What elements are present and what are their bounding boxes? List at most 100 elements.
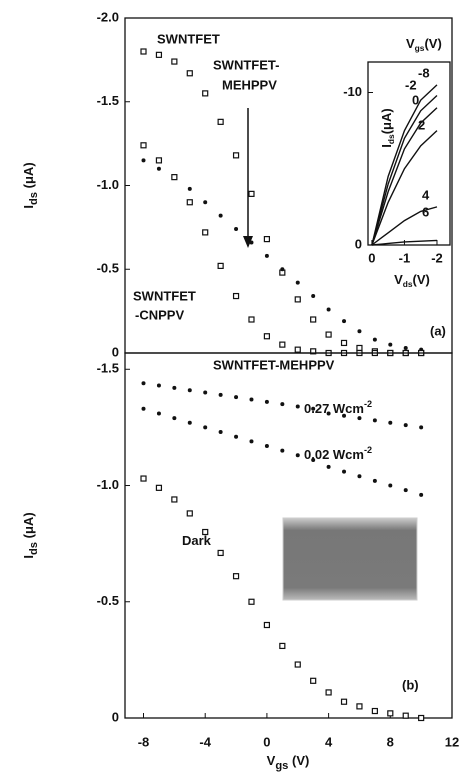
point bbox=[248, 190, 255, 197]
point bbox=[342, 413, 347, 418]
curve-label: -8 bbox=[418, 65, 430, 80]
point bbox=[357, 329, 362, 334]
point bbox=[387, 710, 394, 717]
point bbox=[402, 712, 409, 719]
point bbox=[263, 621, 271, 629]
point bbox=[357, 416, 362, 421]
point bbox=[156, 383, 161, 388]
point bbox=[155, 51, 163, 58]
curve bbox=[371, 95, 438, 246]
x-axis-label-main: V bbox=[267, 753, 276, 768]
series-label: 0.02 Wcm-2 bbox=[304, 445, 372, 462]
y-axis-label-unit: (μA) bbox=[21, 512, 36, 542]
point bbox=[295, 404, 300, 409]
point bbox=[311, 294, 316, 299]
point bbox=[187, 186, 192, 191]
point bbox=[294, 661, 301, 668]
x-tick-label: 8 bbox=[387, 734, 394, 749]
point bbox=[326, 411, 331, 416]
curve-label: 0 bbox=[412, 92, 419, 107]
point bbox=[280, 267, 285, 272]
point bbox=[217, 549, 224, 557]
point bbox=[156, 166, 161, 171]
point bbox=[264, 253, 269, 258]
x-axis-label-sub: ds bbox=[403, 279, 413, 289]
y-tick-label: 0 bbox=[112, 709, 119, 724]
arrow-head bbox=[243, 236, 253, 248]
point bbox=[279, 341, 286, 348]
point bbox=[388, 420, 393, 425]
point bbox=[294, 346, 301, 353]
point bbox=[279, 642, 286, 650]
point bbox=[202, 528, 209, 536]
point bbox=[232, 292, 240, 300]
y-axis-label-main: I bbox=[21, 205, 36, 209]
point bbox=[295, 453, 300, 458]
plot-frame bbox=[124, 352, 453, 719]
point bbox=[218, 430, 223, 435]
point bbox=[140, 142, 147, 149]
legend-title: Vgs(V) bbox=[406, 36, 442, 53]
point bbox=[419, 492, 424, 497]
legend-title-unit: (V) bbox=[424, 36, 441, 51]
point bbox=[141, 406, 146, 411]
x-tick-label: -1 bbox=[399, 250, 411, 265]
point bbox=[388, 483, 393, 488]
x-axis-label-unit: (V) bbox=[413, 272, 430, 287]
device-photo bbox=[282, 517, 418, 601]
point bbox=[357, 474, 362, 479]
annotation: SWNTFET bbox=[133, 288, 196, 303]
point bbox=[218, 213, 223, 218]
point bbox=[372, 337, 377, 342]
point bbox=[403, 345, 408, 350]
point bbox=[311, 457, 316, 462]
point bbox=[141, 158, 146, 163]
point bbox=[264, 443, 269, 448]
point bbox=[311, 406, 316, 411]
x-tick-label: -2 bbox=[431, 250, 443, 265]
point bbox=[264, 399, 269, 404]
point bbox=[326, 307, 331, 312]
point bbox=[342, 319, 347, 324]
point bbox=[248, 598, 255, 605]
point bbox=[294, 296, 301, 303]
point bbox=[325, 689, 332, 696]
point bbox=[310, 677, 317, 684]
y-tick-label: -1.5 bbox=[97, 361, 119, 376]
plot-frame bbox=[367, 61, 451, 246]
point bbox=[171, 496, 178, 503]
series-label-text: 0.27 Wcm bbox=[304, 401, 364, 416]
point bbox=[295, 280, 300, 285]
x-axis-label-main: V bbox=[394, 272, 403, 287]
y-axis-label-main: I bbox=[21, 555, 36, 559]
x-tick-label: 4 bbox=[325, 734, 333, 749]
point bbox=[249, 439, 254, 444]
point bbox=[203, 390, 208, 395]
y-axis-label-unit: (μA) bbox=[379, 108, 394, 134]
y-axis-label-sub: ds bbox=[386, 134, 396, 144]
point bbox=[372, 478, 377, 483]
point bbox=[232, 152, 240, 159]
point bbox=[217, 118, 224, 125]
point bbox=[140, 475, 147, 482]
point bbox=[234, 395, 239, 400]
panel-label: (b) bbox=[402, 677, 419, 692]
y-axis-label-sub: ds bbox=[28, 542, 40, 555]
curve-label: 4 bbox=[422, 187, 430, 202]
point bbox=[310, 316, 317, 323]
point bbox=[172, 416, 177, 421]
point bbox=[340, 698, 348, 705]
legend-title-main: V bbox=[406, 36, 415, 51]
y-tick-label: -10 bbox=[343, 84, 362, 99]
y-tick-label: -2.0 bbox=[97, 9, 119, 24]
point bbox=[203, 425, 208, 430]
y-axis-label: Ids (μA) bbox=[21, 512, 40, 558]
annotation: (a) bbox=[430, 323, 446, 338]
x-axis-label: Vds(V) bbox=[394, 272, 430, 289]
point bbox=[187, 388, 192, 393]
point bbox=[371, 707, 378, 715]
point bbox=[356, 703, 363, 710]
point bbox=[234, 434, 239, 439]
y-tick-label: -0.5 bbox=[97, 261, 119, 276]
